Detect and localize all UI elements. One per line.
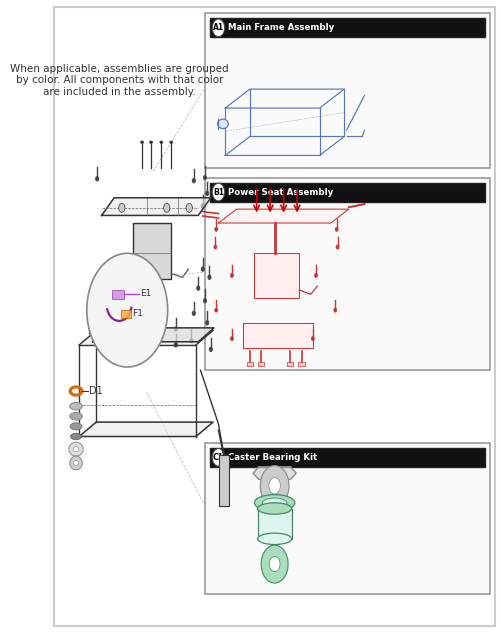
Text: C1: C1 — [213, 453, 224, 462]
Ellipse shape — [150, 141, 152, 144]
Circle shape — [174, 342, 178, 347]
Circle shape — [215, 308, 218, 312]
Circle shape — [186, 203, 192, 212]
Ellipse shape — [170, 141, 173, 144]
Ellipse shape — [70, 423, 82, 430]
Text: D1: D1 — [90, 386, 103, 396]
Bar — [258, 362, 264, 366]
Circle shape — [87, 253, 168, 367]
Circle shape — [118, 203, 125, 212]
Ellipse shape — [258, 533, 292, 544]
Text: E1: E1 — [140, 289, 151, 298]
Text: B1: B1 — [213, 187, 224, 197]
Circle shape — [208, 275, 211, 280]
Circle shape — [204, 298, 206, 303]
Bar — [133, 223, 172, 279]
Circle shape — [269, 556, 280, 572]
Circle shape — [206, 320, 209, 325]
Circle shape — [212, 183, 224, 201]
Ellipse shape — [218, 119, 228, 128]
Circle shape — [114, 334, 116, 339]
Text: Caster Bearing Kit: Caster Bearing Kit — [228, 453, 318, 462]
Circle shape — [192, 311, 196, 316]
Polygon shape — [92, 328, 214, 342]
Circle shape — [269, 478, 280, 494]
Text: Main Frame Assembly: Main Frame Assembly — [228, 23, 334, 32]
Bar — [287, 362, 294, 366]
Circle shape — [174, 327, 178, 332]
Circle shape — [312, 337, 314, 341]
Circle shape — [230, 337, 234, 341]
Circle shape — [96, 177, 98, 181]
Bar — [112, 290, 124, 299]
Polygon shape — [79, 422, 213, 437]
Circle shape — [334, 308, 336, 312]
Circle shape — [192, 179, 196, 183]
Ellipse shape — [74, 446, 78, 452]
Bar — [298, 362, 304, 366]
Circle shape — [314, 273, 318, 277]
Polygon shape — [218, 209, 349, 223]
Polygon shape — [79, 330, 213, 345]
Circle shape — [215, 227, 218, 231]
Bar — [210, 448, 485, 467]
Bar — [121, 310, 131, 318]
Circle shape — [206, 191, 209, 196]
Circle shape — [261, 545, 288, 583]
Circle shape — [260, 465, 289, 506]
Ellipse shape — [70, 456, 82, 470]
Ellipse shape — [74, 460, 78, 466]
Circle shape — [201, 267, 204, 272]
Circle shape — [336, 245, 339, 249]
Ellipse shape — [254, 494, 295, 511]
Bar — [146, 279, 160, 335]
Ellipse shape — [262, 498, 287, 508]
Bar — [210, 182, 485, 201]
Circle shape — [212, 19, 224, 37]
Circle shape — [204, 175, 206, 180]
Text: F1: F1 — [132, 310, 143, 318]
Circle shape — [209, 347, 212, 351]
Circle shape — [212, 449, 224, 466]
Ellipse shape — [69, 442, 83, 456]
Polygon shape — [253, 467, 296, 479]
Ellipse shape — [90, 323, 105, 332]
Bar — [205, 177, 490, 370]
Ellipse shape — [70, 434, 82, 440]
Bar — [220, 456, 229, 506]
Ellipse shape — [160, 141, 163, 144]
Ellipse shape — [258, 503, 292, 514]
Ellipse shape — [70, 413, 82, 420]
Text: A1: A1 — [213, 23, 224, 32]
Text: Power Seat Assembly: Power Seat Assembly — [228, 187, 334, 197]
Bar — [247, 362, 253, 366]
Circle shape — [201, 204, 204, 208]
Circle shape — [335, 227, 338, 231]
Circle shape — [196, 286, 200, 291]
Circle shape — [164, 203, 170, 212]
Text: When applicable, assemblies are grouped
by color. All components with that color: When applicable, assemblies are grouped … — [10, 64, 229, 97]
Ellipse shape — [70, 403, 82, 410]
Bar — [205, 443, 490, 594]
Circle shape — [214, 245, 216, 249]
Bar — [258, 508, 292, 539]
Bar — [243, 323, 313, 348]
Bar — [210, 18, 485, 37]
Bar — [205, 13, 490, 168]
Circle shape — [230, 273, 234, 277]
Bar — [254, 253, 300, 298]
Circle shape — [190, 338, 193, 343]
Ellipse shape — [140, 141, 143, 144]
Polygon shape — [102, 197, 211, 215]
